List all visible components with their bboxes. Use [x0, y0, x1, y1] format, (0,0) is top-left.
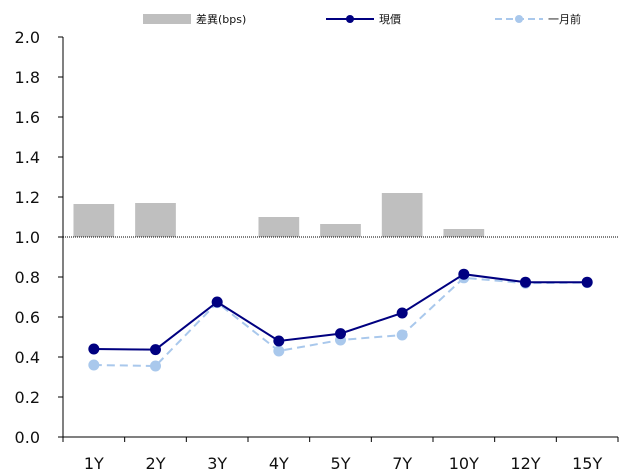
data-point	[150, 360, 161, 372]
data-point	[273, 335, 285, 347]
data-point	[581, 276, 593, 288]
legend-label: 差異(bps)	[196, 12, 246, 26]
x-tick-label: 10Y	[449, 454, 479, 472]
x-tick-label: 5Y	[331, 454, 351, 472]
legend-label: 現價	[379, 12, 401, 26]
series-line	[93, 276, 588, 368]
legend-marker	[515, 15, 523, 23]
legend-label: 一月前	[548, 12, 581, 26]
y-tick-label: 1.4	[15, 148, 40, 167]
x-axis: 1Y 2Y 3Y 4Y 5Y 7Y 10Y 12Y 15Y	[62, 436, 619, 472]
x-tick-label: 7Y	[392, 454, 412, 472]
bar	[381, 193, 423, 237]
data-point	[458, 268, 470, 280]
y-tick-label: 1.6	[15, 108, 40, 127]
bar	[443, 229, 485, 237]
legend: 差異(bps) 現價 一月前	[143, 12, 581, 26]
legend-swatch	[143, 14, 191, 24]
data-point	[211, 296, 223, 308]
line-series	[88, 268, 593, 372]
bar	[320, 224, 361, 237]
bar	[258, 217, 300, 237]
y-tick-label: 0.4	[15, 348, 40, 367]
x-tick-label: 3Y	[207, 454, 227, 472]
legend-marker	[346, 15, 354, 23]
x-tick-label: 4Y	[269, 454, 289, 472]
y-tick-label: 0.2	[15, 388, 40, 407]
data-point	[273, 345, 285, 357]
data-point	[88, 359, 100, 371]
x-tick-label: 15Y	[572, 454, 602, 472]
y-tick-label: 1.2	[15, 188, 40, 207]
data-point	[88, 343, 100, 355]
y-tick-label: 0.0	[15, 428, 40, 447]
y-axis: 0.0 0.2 0.4 0.6 0.8 1.0 1.2 1.4 1.6 1.8 2.0	[15, 28, 64, 447]
data-point	[335, 328, 346, 340]
data-point	[396, 329, 408, 341]
bar	[73, 204, 115, 237]
x-tick-label: 1Y	[84, 454, 104, 472]
y-tick-label: 0.6	[15, 308, 40, 327]
y-tick-label: 1.0	[15, 228, 40, 247]
data-point	[396, 307, 408, 319]
x-tick-label: 12Y	[510, 454, 540, 472]
x-tick-label: 2Y	[146, 454, 166, 472]
y-tick-label: 2.0	[15, 28, 40, 47]
y-tick-label: 1.8	[15, 68, 40, 87]
data-point	[520, 276, 531, 288]
data-point	[150, 344, 161, 356]
y-tick-label: 0.8	[15, 268, 40, 287]
bar-series	[73, 193, 485, 237]
bar	[135, 203, 176, 237]
